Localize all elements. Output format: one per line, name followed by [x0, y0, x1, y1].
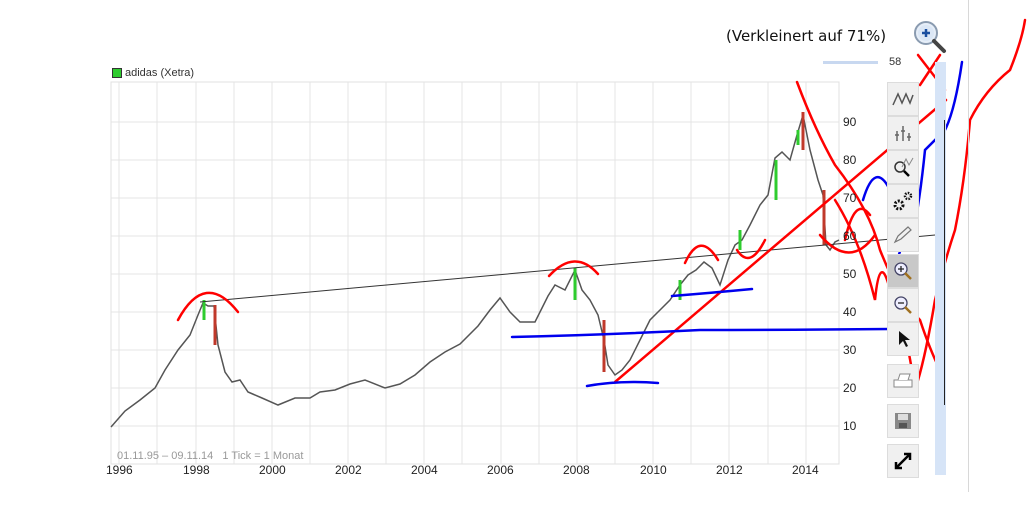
pointer-button[interactable]	[887, 322, 919, 356]
zoom-status-text: (Verkleinert auf 71%)	[726, 27, 887, 45]
chart-legend: adidas (Xetra)	[112, 67, 194, 79]
draw-button[interactable]	[887, 218, 919, 252]
zoom-in-icon	[894, 262, 912, 280]
x-tick: 1996	[106, 463, 133, 477]
print-icon	[893, 373, 913, 388]
x-tick: 1998	[183, 463, 210, 477]
y-tick: 10	[843, 419, 857, 433]
save-button[interactable]	[887, 404, 919, 438]
x-tick: 2000	[259, 463, 286, 477]
x-tick: 2004	[411, 463, 438, 477]
cursor-pointer-icon	[899, 331, 910, 347]
ohlc-chart-button[interactable]	[887, 116, 919, 150]
y-tick: 20	[843, 381, 857, 395]
chart-search-button[interactable]	[887, 150, 919, 184]
zoom-in-button[interactable]	[887, 254, 919, 288]
vertical-separator	[968, 0, 969, 492]
line-chart-icon	[892, 92, 914, 106]
date-range-text: 01.11.95 – 09.11.14	[117, 450, 214, 462]
side-scroll-panel[interactable]	[935, 62, 946, 475]
expand-arrows-icon	[894, 452, 912, 470]
legend-swatch	[112, 68, 122, 78]
y-tick: 70	[843, 191, 857, 205]
y-tick: 30	[843, 343, 857, 357]
zoom-out-button[interactable]	[887, 288, 919, 322]
x-tick: 2006	[487, 463, 514, 477]
x-tick: 2010	[640, 463, 667, 477]
side-panel-line	[944, 120, 945, 405]
date-range-note: 01.11.95 – 09.11.14 1 Tick = 1 Monat	[117, 450, 303, 462]
pencil-draw-icon	[893, 226, 912, 244]
expand-button[interactable]	[887, 444, 919, 478]
print-button[interactable]	[887, 364, 919, 398]
mini-scroll-value: 58	[889, 56, 902, 68]
y-tick: 80	[843, 153, 857, 167]
y-tick: 40	[843, 305, 857, 319]
x-tick: 2012	[716, 463, 743, 477]
settings-button[interactable]	[887, 184, 919, 218]
line-chart-button[interactable]	[887, 82, 919, 116]
y-tick: 90	[843, 115, 857, 129]
x-tick: 2002	[335, 463, 362, 477]
y-tick: 50	[843, 267, 857, 281]
tick-info-text: 1 Tick = 1 Monat	[222, 450, 304, 462]
mini-scrollbar[interactable]	[823, 61, 878, 64]
y-tick: 60	[843, 229, 857, 243]
zoom-out-icon	[894, 296, 912, 314]
settings-gears-icon	[893, 191, 913, 211]
save-disk-icon	[895, 413, 911, 429]
zoom-in-magnifier-icon[interactable]	[912, 19, 948, 55]
legend-label: adidas (Xetra)	[125, 67, 195, 79]
x-tick: 2014	[792, 463, 819, 477]
x-tick: 2008	[563, 463, 590, 477]
ohlc-chart-icon	[895, 126, 911, 141]
chart-search-icon	[894, 157, 914, 177]
